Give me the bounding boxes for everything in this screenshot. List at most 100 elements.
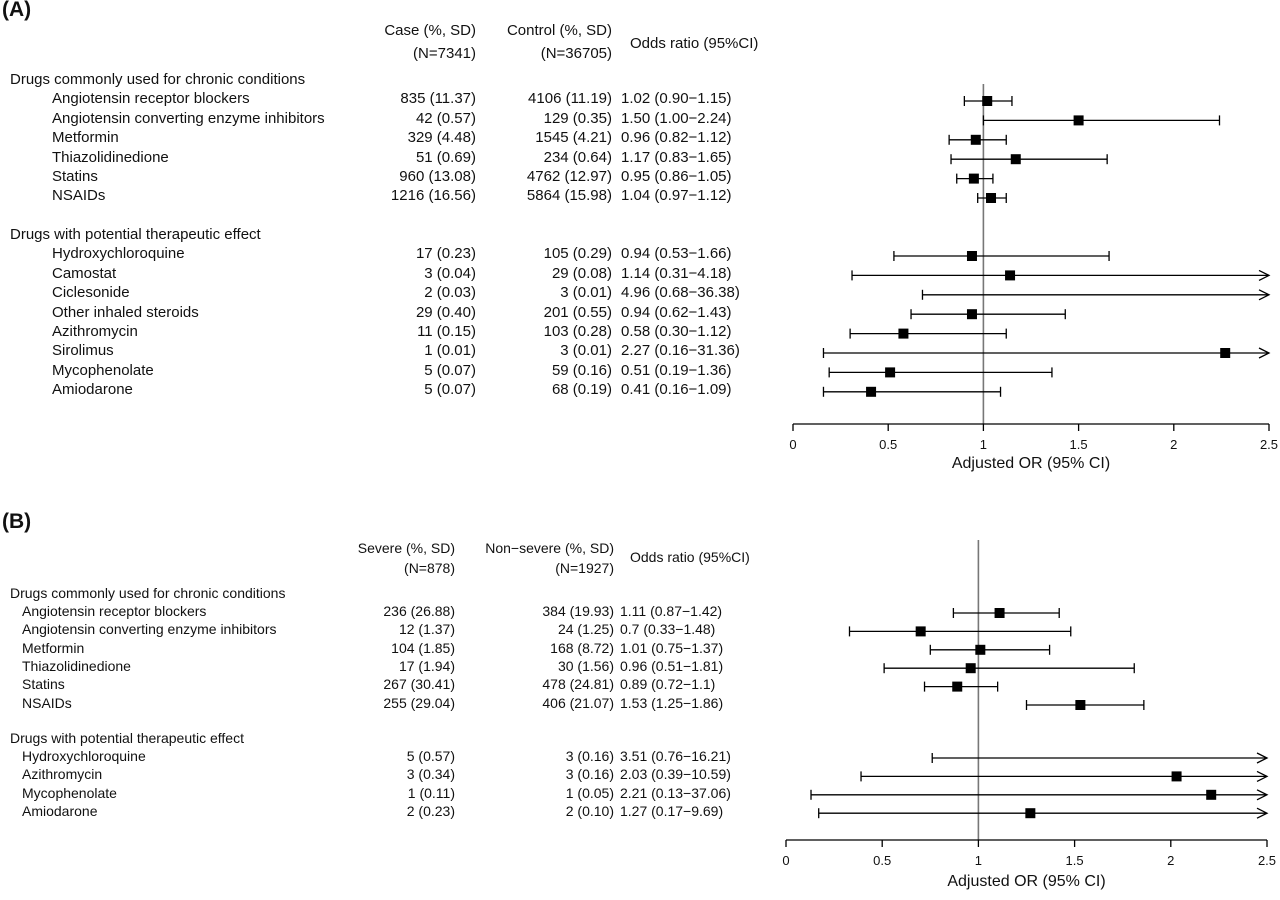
- odds-ratio-value: 2.27 (0.16−31.36): [621, 342, 740, 360]
- point-estimate: [1073, 115, 1084, 126]
- case-value: 960 (13.08): [399, 167, 476, 185]
- odds-ratio-value: 1.04 (0.97−1.12): [621, 187, 732, 205]
- control-value: 4106 (11.19): [528, 90, 612, 108]
- case-value: 267 (30.41): [383, 676, 455, 693]
- x-tick-label: 1: [980, 437, 987, 452]
- row-label: Statins: [52, 167, 98, 185]
- row-label: Metformin: [52, 129, 119, 147]
- control-value: 1545 (4.21): [535, 129, 612, 147]
- point-estimate: [986, 193, 997, 203]
- case-value: 329 (4.48): [407, 129, 476, 147]
- control-header-text: Control (%, SD): [506, 22, 612, 39]
- point-estimate: [1206, 789, 1217, 800]
- row-label: Azithromycin: [52, 322, 138, 340]
- odds-ratio-column-header: Odds ratio (95%CI): [630, 35, 759, 52]
- control-value: 30 (1.56): [557, 658, 614, 675]
- point-estimate: [1005, 270, 1016, 281]
- control-value: 5864 (15.98): [526, 187, 612, 205]
- panel-label: (A): [2, 0, 32, 21]
- x-tick-label: 1: [975, 853, 982, 868]
- odds-ratio-value: 1.14 (0.31−4.18): [621, 264, 732, 282]
- forest-plot-a: 0 0.5 1 1.5 2 2.5 Adjusted OR (95% CI): [789, 84, 1278, 472]
- control-column-header: Non−severe (%, SD) (N=1927): [460, 538, 614, 578]
- panel-label: (B): [2, 510, 32, 533]
- x-tick-label: 1.5: [1066, 853, 1084, 868]
- control-value: 406 (21.07): [542, 694, 614, 711]
- row-label: Ciclesonide: [52, 284, 130, 302]
- row-label: NSAIDs: [52, 187, 106, 205]
- case-n-text: (N=7341): [413, 45, 476, 62]
- point-estimate: [965, 663, 976, 674]
- odds-ratio-value: 2.21 (0.13−37.06): [620, 784, 731, 801]
- x-axis-label: Adjusted OR (95% CI): [947, 873, 1105, 890]
- control-value: 29 (0.08): [551, 264, 612, 282]
- control-value: 384 (19.93): [542, 602, 614, 619]
- case-value: 2 (0.03): [424, 284, 476, 302]
- case-value: 3 (0.04): [424, 264, 476, 282]
- odds-ratio-value: 2.03 (0.39−10.59): [620, 766, 731, 783]
- odds-ratio-value: 0.96 (0.51−1.81): [620, 658, 724, 675]
- control-value: 201 (0.55): [543, 303, 612, 321]
- x-tick-label: 0: [789, 437, 796, 452]
- point-estimate: [1075, 700, 1086, 710]
- row-label: Hydroxychloroquine: [52, 245, 185, 263]
- odds-ratio-value: 0.96 (0.82−1.12): [621, 129, 732, 147]
- row-label: Amiodarone: [52, 381, 133, 399]
- odds-ratio-value: 0.7 (0.33−1.48): [620, 621, 716, 638]
- row-label: Thiazolidinedione: [52, 148, 169, 166]
- row-label: Mycophenolate: [52, 361, 154, 379]
- ci-overflow-arrow: [1258, 289, 1271, 301]
- control-value: 2 (0.10): [565, 803, 614, 820]
- odds-ratio-value: 1.11 (0.87−1.42): [620, 602, 723, 619]
- case-value: 5 (0.57): [406, 747, 455, 764]
- row-label: Thiazolidinedione: [22, 658, 131, 675]
- forest-plot-panel-a: (A) Case (%, SD) (N=7341) Control (%, SD…: [2, 0, 1278, 472]
- row-label: Angiotensin converting enzyme inhibitors: [22, 621, 277, 638]
- row-label: Angiotensin receptor blockers: [52, 90, 250, 108]
- row-label: Sirolimus: [52, 342, 114, 360]
- x-axis-label: Adjusted OR (95% CI): [952, 455, 1110, 472]
- control-value: 234 (0.64): [543, 148, 612, 166]
- point-estimate: [885, 367, 896, 378]
- control-value: 1 (0.05): [565, 784, 614, 801]
- point-estimate: [915, 626, 926, 637]
- forest-plot-panel-b: (B) Severe (%, SD) (N=878) Non−severe (%…: [0, 510, 1280, 900]
- ci-overflow-arrow: [1256, 807, 1269, 819]
- odds-ratio-value: 0.58 (0.30−1.12): [621, 322, 732, 340]
- row-label: Angiotensin receptor blockers: [22, 602, 207, 619]
- ci-overflow-arrow: [1258, 347, 1271, 359]
- forest-plot-b: 0 0.5 1 1.5 2 2.5 Adjusted OR (95% CI): [782, 540, 1276, 890]
- point-estimate: [1220, 348, 1231, 358]
- case-value: 42 (0.57): [415, 109, 476, 127]
- odds-ratio-value: 1.01 (0.75−1.37): [620, 639, 724, 656]
- point-estimate: [866, 386, 877, 397]
- control-value: 3 (0.01): [560, 342, 612, 360]
- case-value: 17 (1.94): [398, 658, 455, 675]
- control-value: 478 (24.81): [542, 676, 614, 693]
- case-value: 255 (29.04): [383, 694, 455, 711]
- case-value: 5 (0.07): [424, 381, 476, 399]
- group-title: Drugs with potential therapeutic effect: [10, 729, 244, 746]
- control-value: 24 (1.25): [557, 621, 614, 638]
- case-value: 236 (26.88): [383, 602, 455, 619]
- control-value: 59 (0.16): [551, 361, 612, 379]
- row-label: Statins: [22, 676, 65, 693]
- case-value: 5 (0.07): [424, 361, 476, 379]
- control-n-text: (N=1927): [555, 560, 614, 576]
- odds-ratio-value: 0.95 (0.86−1.05): [621, 167, 732, 185]
- odds-ratio-value: 0.94 (0.53−1.66): [621, 245, 732, 263]
- group-title: Drugs with potential therapeutic effect: [10, 226, 261, 244]
- row-label: Hydroxychloroquine: [22, 747, 146, 764]
- odds-ratio-value: 0.89 (0.72−1.1): [620, 676, 716, 693]
- control-header-text: Non−severe (%, SD): [485, 540, 614, 556]
- point-estimate: [966, 309, 977, 320]
- ci-overflow-arrow: [1256, 752, 1269, 764]
- odds-ratio-value: 3.51 (0.76−16.21): [620, 747, 731, 764]
- point-estimate: [1171, 771, 1182, 782]
- control-value: 168 (8.72): [550, 639, 614, 656]
- case-value: 1 (0.11): [407, 784, 455, 801]
- ci-overflow-arrow: [1258, 269, 1271, 281]
- case-value: 104 (1.85): [391, 639, 455, 656]
- case-value: 835 (11.37): [400, 90, 476, 108]
- control-value: 68 (0.19): [551, 381, 612, 399]
